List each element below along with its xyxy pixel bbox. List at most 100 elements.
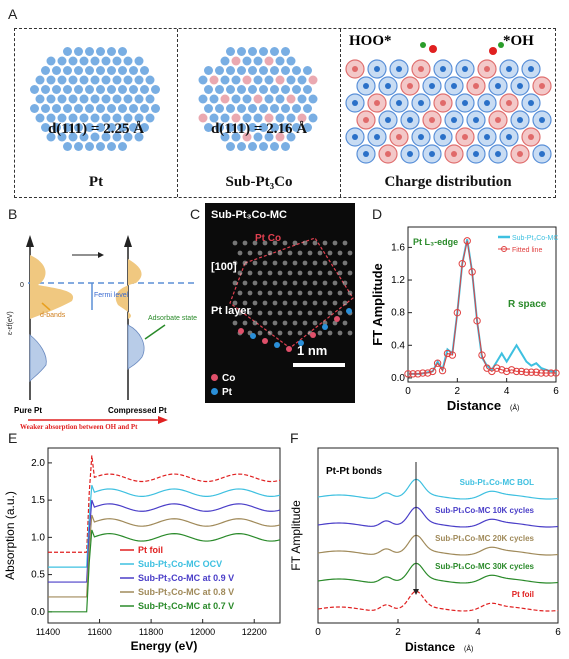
panel-label-c: C bbox=[190, 206, 201, 222]
adsorbate-arrow bbox=[144, 324, 166, 340]
fitted-point bbox=[419, 369, 427, 377]
lattice-dot bbox=[307, 310, 313, 316]
lattice-dot bbox=[317, 310, 323, 316]
pt-atom bbox=[79, 94, 89, 104]
legend-co-text: Co bbox=[222, 373, 236, 384]
lattice-dot bbox=[282, 300, 288, 306]
compress-arrow-head-icon bbox=[98, 252, 104, 258]
lattice-dot bbox=[287, 290, 293, 296]
sub-lattice-image bbox=[198, 47, 318, 151]
pt-atom bbox=[96, 85, 105, 94]
lattice-dot bbox=[237, 250, 243, 256]
pt-atom bbox=[237, 85, 246, 94]
sub-spacing-label: d(111) = 2.16 Å bbox=[210, 121, 308, 137]
pt-atom bbox=[145, 75, 155, 85]
bond-arrow-head-icon bbox=[413, 589, 419, 595]
x-tick-label: 2 bbox=[395, 627, 401, 638]
pt-atom bbox=[112, 75, 122, 85]
x-tick-label: 4 bbox=[504, 386, 510, 397]
co-atom bbox=[275, 75, 285, 85]
atom-core bbox=[418, 134, 424, 140]
atom-core bbox=[440, 100, 446, 106]
pt-atom bbox=[253, 75, 263, 85]
d-band-left bbox=[30, 255, 74, 319]
co-atom bbox=[220, 94, 230, 104]
lattice-dot bbox=[252, 320, 258, 326]
lattice-dot bbox=[292, 260, 298, 266]
pt-atom bbox=[112, 56, 122, 66]
pt-atom bbox=[129, 85, 138, 94]
scale-bar bbox=[293, 363, 345, 367]
pt-atom bbox=[270, 66, 279, 75]
lattice-dot bbox=[247, 250, 253, 256]
fitted-point bbox=[414, 370, 422, 378]
fitted-point bbox=[473, 317, 481, 325]
hoo-label: HOO* bbox=[349, 33, 392, 49]
pt-atom bbox=[90, 56, 100, 66]
atom-core bbox=[506, 66, 512, 72]
x-axis-label: Distance bbox=[405, 640, 455, 654]
fitted-point bbox=[448, 351, 457, 359]
fitted-point bbox=[512, 367, 521, 376]
co-atom bbox=[275, 132, 285, 142]
co-atom bbox=[231, 56, 241, 66]
spectrum-line bbox=[48, 514, 281, 598]
pt-atom bbox=[145, 113, 155, 123]
pt-atom bbox=[85, 85, 94, 94]
pt-atom bbox=[275, 113, 285, 123]
pt-atom bbox=[220, 56, 230, 66]
pt-atom bbox=[112, 94, 122, 104]
fitted-point bbox=[424, 369, 432, 377]
y-tick-label: 0.5 bbox=[31, 570, 45, 581]
pt-atom bbox=[270, 104, 279, 113]
atom-core bbox=[473, 151, 479, 157]
pt-atom bbox=[270, 123, 279, 132]
pt-atom bbox=[237, 66, 246, 75]
pt-atom bbox=[96, 47, 105, 56]
pt-atom bbox=[286, 132, 296, 142]
lattice-dot bbox=[242, 260, 248, 266]
legend-label: Pt foil bbox=[138, 545, 163, 555]
pt-atom bbox=[85, 104, 94, 113]
pt-atom bbox=[204, 85, 213, 94]
fitted-point bbox=[542, 369, 550, 377]
pt-atom bbox=[226, 47, 235, 56]
fitted-point bbox=[428, 367, 437, 376]
co-surface-atom bbox=[286, 346, 292, 352]
pt-atom bbox=[215, 104, 224, 113]
legend-label: Sub-Pt₃Co-MC at 0.7 V bbox=[138, 601, 234, 611]
pt-atom bbox=[264, 94, 274, 104]
lattice-dot bbox=[297, 330, 303, 336]
pt-atom bbox=[226, 142, 235, 151]
pt-atom bbox=[107, 47, 116, 56]
legend-label: Sub-Pt₃Co-MC at 0.9 V bbox=[138, 573, 234, 583]
fitted-point bbox=[498, 366, 506, 374]
fitted-point bbox=[537, 369, 545, 377]
pt-atom bbox=[79, 132, 89, 142]
spectrum-line bbox=[48, 499, 281, 583]
atom-core bbox=[495, 117, 501, 123]
pt-atom bbox=[198, 75, 208, 85]
pt-atom bbox=[107, 123, 116, 132]
lattice-dot bbox=[282, 260, 288, 266]
y-tick-label: 0.8 bbox=[391, 308, 405, 319]
lattice-dot bbox=[312, 320, 318, 326]
co-atom bbox=[308, 75, 318, 85]
lattice-dot bbox=[277, 250, 283, 256]
zero-tick: 0 bbox=[20, 282, 24, 289]
pt-atom bbox=[79, 56, 89, 66]
stem-lattice bbox=[229, 237, 354, 352]
lattice-dot bbox=[297, 250, 303, 256]
lattice-dot bbox=[257, 290, 263, 296]
pt-atom bbox=[308, 113, 318, 123]
atom-core bbox=[539, 83, 545, 89]
legend-label: Sub-Pt₃Co-MC at 0.8 V bbox=[138, 587, 234, 597]
pt-atom bbox=[204, 104, 213, 113]
lattice-dot bbox=[342, 280, 348, 286]
lattice-dot bbox=[277, 290, 283, 296]
pt-atom bbox=[57, 132, 67, 142]
pt-atom bbox=[85, 123, 94, 132]
lattice-dot bbox=[247, 310, 253, 316]
x-axis-unit: (Å) bbox=[510, 403, 519, 412]
d-band-right bbox=[115, 259, 142, 319]
